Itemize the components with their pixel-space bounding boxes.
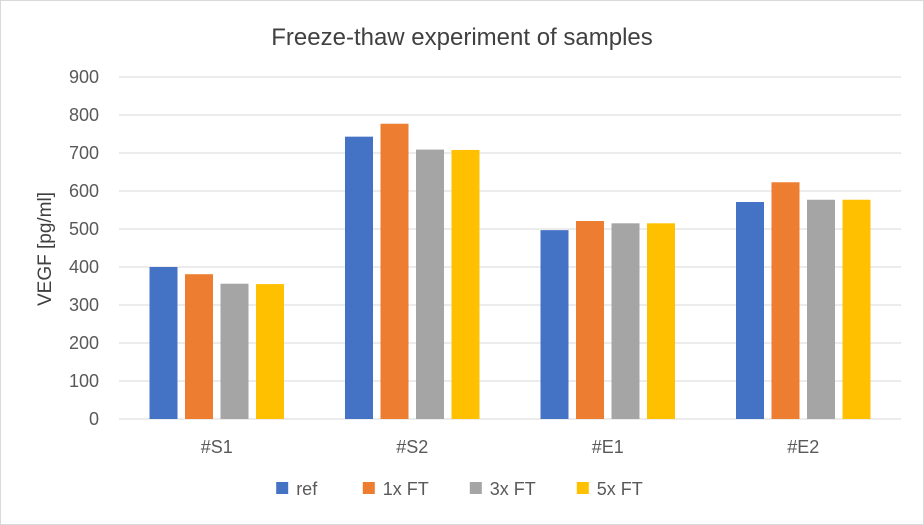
x-tick-label: #S2: [396, 437, 428, 457]
bar-s2-2: [416, 149, 444, 419]
y-tick-label: 900: [69, 67, 99, 87]
y-tick-label: 200: [69, 333, 99, 353]
x-tick-label: #E2: [787, 437, 819, 457]
legend: ref 1x FT 3x FT 5x FT: [276, 479, 643, 499]
y-tick-label: 700: [69, 143, 99, 163]
legend-label: ref: [296, 479, 318, 499]
bar-e1-0: [540, 230, 569, 419]
legend-label: 5x FT: [597, 479, 643, 499]
y-tick-label: 600: [69, 181, 99, 201]
bar-e1-2: [611, 223, 640, 419]
bar-s1-1: [185, 274, 213, 419]
y-tick-label: 300: [69, 295, 99, 315]
y-tick-label: 500: [69, 219, 99, 239]
bars: [149, 123, 871, 420]
bar-s2-0: [345, 136, 373, 419]
bar-s2-3: [451, 149, 480, 419]
bar-e1-3: [647, 223, 675, 419]
y-tick-label: 400: [69, 257, 99, 277]
y-tick-label: 0: [89, 409, 99, 429]
bar-s1-3: [256, 284, 284, 419]
bar-s1-0: [149, 267, 178, 419]
legend-swatch: [469, 482, 482, 494]
bar-s2-1: [380, 123, 409, 420]
x-tick-label: #S1: [201, 437, 233, 457]
legend-swatch: [362, 482, 375, 494]
y-tick-label: 800: [69, 105, 99, 125]
legend-swatch: [576, 482, 589, 494]
y-axis-ticks: 0 100 200 300 400 500 600 700 800 900: [69, 67, 99, 429]
gridlines: [119, 76, 901, 420]
x-tick-label: #E1: [592, 437, 624, 457]
legend-label: 1x FT: [383, 479, 429, 499]
legend-swatch: [276, 482, 289, 494]
bar-e2-2: [807, 199, 835, 419]
y-tick-label: 100: [69, 371, 99, 391]
bar-e2-1: [771, 182, 800, 419]
x-axis-ticks: #S1 #S2 #E1 #E2: [201, 437, 820, 457]
legend-label: 3x FT: [490, 479, 536, 499]
chart-title: Freeze-thaw experiment of samples: [271, 24, 653, 51]
bar-e2-3: [842, 199, 871, 419]
bar-e1-1: [576, 221, 604, 419]
y-axis-label: VEGF [pg/ml]: [35, 192, 56, 306]
bar-e2-0: [736, 202, 764, 419]
bar-s1-2: [220, 283, 249, 419]
